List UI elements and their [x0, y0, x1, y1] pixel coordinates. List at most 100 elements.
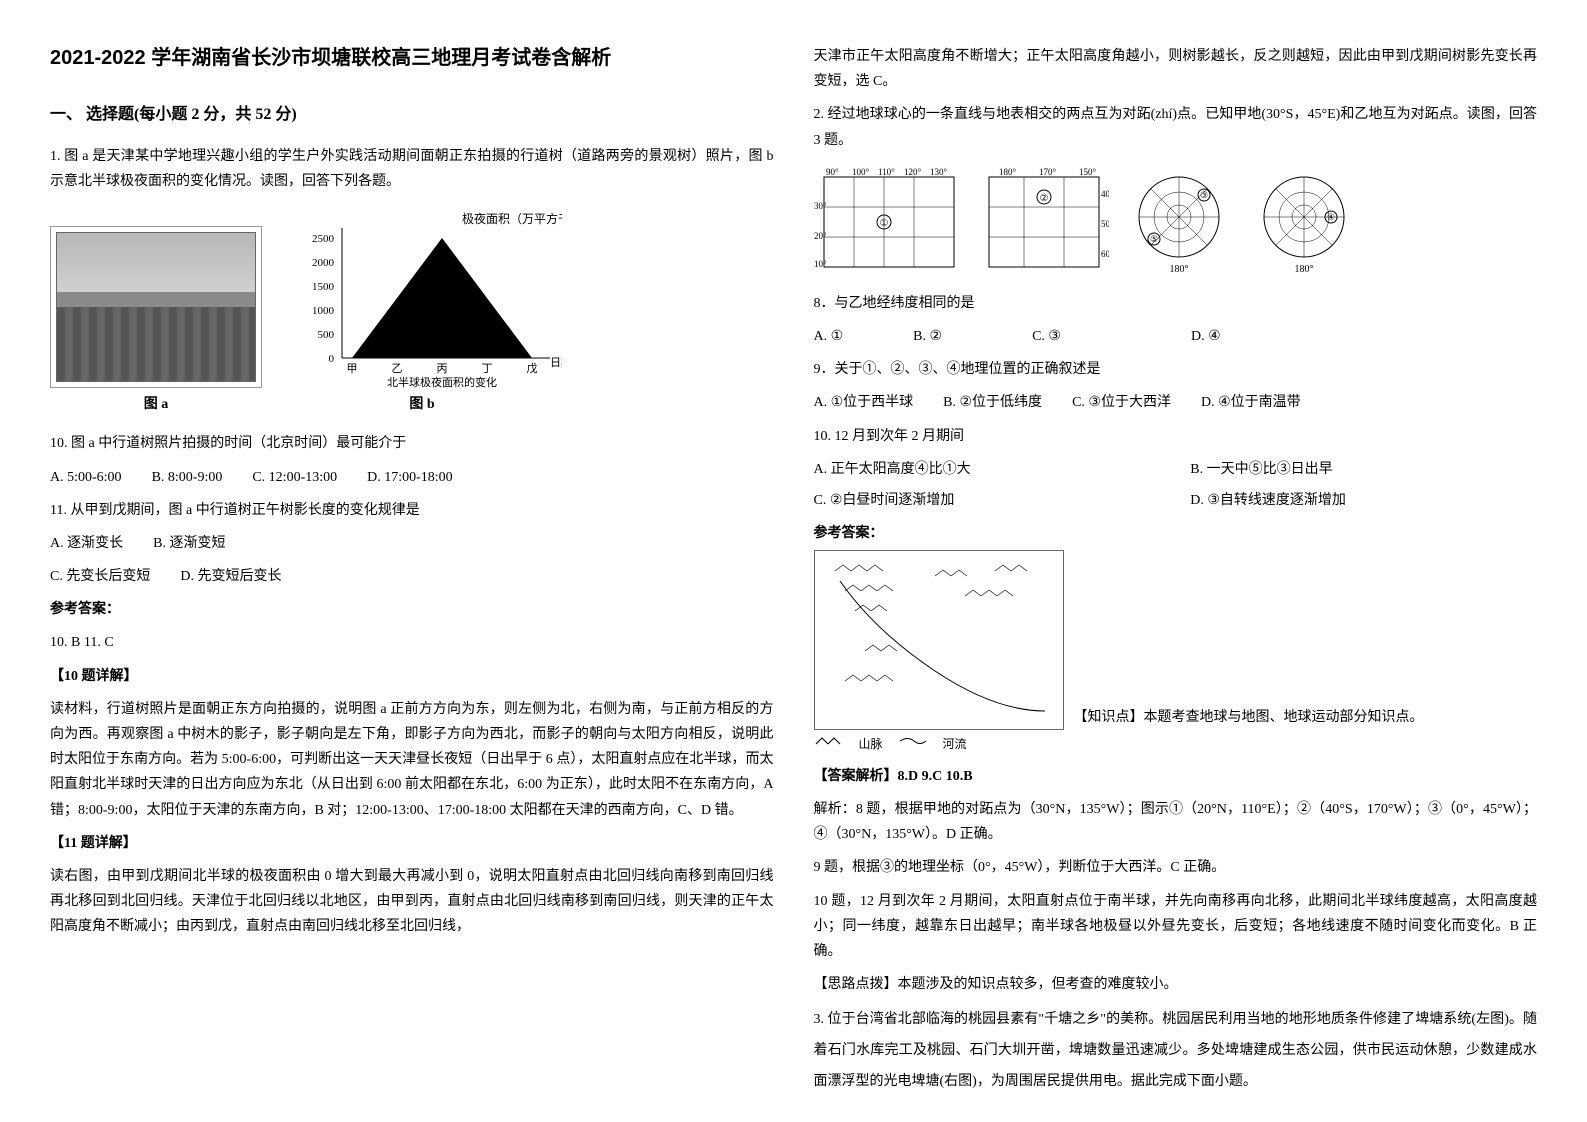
q3-intro: 3. 位于台湾省北部临海的桃园县素有"千塘之乡"的美称。桃园居民利用当地的地形地…	[814, 1005, 1538, 1097]
q2-intro: 2. 经过地球球心的一条直线与地表相交的两点互为对跖(zhí)点。已知甲地(30…	[814, 102, 1538, 152]
q11-options-2: C. 先变长后变短 D. 先变短后变长	[50, 564, 774, 589]
knowledge-note: 【知识点】本题考查地球与地图、地球运动部分知识点。	[1074, 705, 1538, 730]
q11-opt-c: C. 先变长后变短	[50, 564, 150, 589]
svg-text:甲: 甲	[347, 363, 358, 375]
svg-text:100°: 100°	[852, 167, 870, 177]
figure-b-caption: 图 b	[282, 392, 562, 417]
svg-text:④: ④	[1326, 212, 1334, 222]
svg-text:50°: 50°	[1101, 219, 1109, 229]
q10b-opt-b: B. 一天中⑤比③日出早	[1190, 457, 1537, 482]
figure-row: 图 a 极夜面积（万平方千米） 0 500 1000 1500 2000 250…	[50, 208, 774, 417]
q10-options: A. 5:00-6:00 B. 8:00-9:00 C. 12:00-13:00…	[50, 465, 774, 490]
q9-opt-d: D. ④位于南温带	[1201, 390, 1301, 415]
figure-b-wrap: 极夜面积（万平方千米） 0 500 1000 1500 2000 2500 甲 …	[282, 208, 562, 417]
svg-text:⑤: ⑤	[1149, 234, 1157, 244]
svg-text:2000: 2000	[312, 257, 335, 269]
q11-stem: 11. 从甲到戊期间，图 a 中行道树正午树影长度的变化规律是	[50, 498, 774, 523]
explain11: 读右图，由甲到戊期间北半球的极夜面积由 0 增大到最大再减小到 0，说明太阳直射…	[50, 864, 774, 940]
q11-opt-b: B. 逐渐变短	[153, 531, 225, 556]
svg-text:180°: 180°	[999, 167, 1017, 177]
svg-text:丙: 丙	[437, 363, 448, 375]
ans9: 9 题，根据③的地理坐标（0°，45°W），判断位于大西洋。C 正确。	[814, 855, 1538, 880]
svg-text:日期: 日期	[550, 356, 562, 369]
q8-opt-c: C. ③	[1032, 324, 1061, 349]
svg-text:2500: 2500	[312, 233, 335, 245]
q10b-opt-c: C. ②白昼时间逐渐增加	[814, 488, 1161, 513]
explain10-h: 【10 题详解】	[50, 664, 774, 689]
svg-text:1000: 1000	[312, 305, 335, 317]
svg-text:180°: 180°	[1169, 264, 1188, 275]
figure-a-caption: 图 a	[50, 392, 262, 417]
svg-text:戊: 戊	[527, 362, 538, 375]
q10-stem: 10. 图 a 中行道树照片拍摄的时间（北京时间）最可能介于	[50, 431, 774, 456]
chart-area	[352, 238, 532, 358]
svg-text:130°: 130°	[930, 167, 948, 177]
svg-text:②: ②	[1039, 193, 1048, 204]
page-title: 2021-2022 学年湖南省长沙市坝塘联校高三地理月考试卷含解析	[50, 40, 774, 76]
q9-stem: 9．关于①、②、③、④地理位置的正确叙述是	[814, 357, 1538, 382]
figure-a	[50, 226, 262, 388]
right-column: 天津市正午太阳高度角不断增大；正午太阳高度角越小，则树影越长，反之则越短，因此由…	[814, 40, 1538, 1082]
q10-opt-c: C. 12:00-13:00	[252, 465, 337, 490]
svg-text:①: ①	[879, 218, 888, 229]
chart-b: 极夜面积（万平方千米） 0 500 1000 1500 2000 2500 甲 …	[282, 208, 562, 388]
svg-text:40°: 40°	[1101, 189, 1109, 199]
answers-label: 参考答案：	[50, 597, 774, 622]
q10b-opt-d: D. ③自转线速度逐渐增加	[1190, 488, 1537, 513]
q11-opt-d: D. 先变短后变长	[180, 564, 281, 589]
svg-text:乙: 乙	[392, 362, 403, 375]
q8-opt-d: D. ④	[1191, 324, 1221, 349]
explain10: 读材料，行道树照片是面朝正东方向拍摄的，说明图 a 正前方方向为东，则左侧为北，…	[50, 697, 774, 823]
legend-river: 河流	[943, 734, 967, 756]
q10b-opt-a: A. 正午太阳高度④比①大	[814, 457, 1161, 482]
q8-opt-b: B. ②	[913, 324, 942, 349]
river-icon	[898, 734, 928, 756]
ans8: 解析：8 题，根据甲地的对跖点为（30°N，135°W）；图示①（20°N，11…	[814, 797, 1538, 847]
section-heading: 一、 选择题(每小题 2 分，共 52 分)	[50, 101, 774, 130]
answers: 10. B 11. C	[50, 630, 774, 655]
tip: 【思路点拨】本题涉及的知识点较多，但考查的难度较小。	[814, 972, 1538, 997]
continuation: 天津市正午太阳高度角不断增大；正午太阳高度角越小，则树影越长，反之则越短，因此由…	[814, 44, 1538, 94]
q1-intro: 1. 图 a 是天津某中学地理兴趣小组的学生户外实践活动期间面朝正东拍摄的行道树…	[50, 144, 774, 194]
answer-analysis-h: 【答案解析】8.D 9.C 10.B	[814, 764, 1538, 789]
q10-opt-a: A. 5:00-6:00	[50, 465, 122, 490]
q10-opt-b: B. 8:00-9:00	[152, 465, 223, 490]
map-circle-2: ④ 180°	[1249, 167, 1359, 277]
q10b-stem: 10. 12 月到次年 2 月期间	[814, 424, 1538, 449]
q9-opt-a: A. ①位于西半球	[814, 390, 914, 415]
q8-opt-a: A. ①	[814, 324, 844, 349]
explain11-h: 【11 题详解】	[50, 831, 774, 856]
svg-text:90°: 90°	[826, 167, 839, 177]
q9-options: A. ①位于西半球 B. ②位于低纬度 C. ③位于大西洋 D. ④位于南温带	[814, 390, 1538, 415]
svg-text:③: ③	[1199, 190, 1207, 200]
q11-options-1: A. 逐渐变长 B. 逐渐变短	[50, 531, 774, 556]
mountain-icon	[814, 734, 844, 756]
q10-opt-d: D. 17:00-18:00	[367, 465, 453, 490]
left-column: 2021-2022 学年湖南省长沙市坝塘联校高三地理月考试卷含解析 一、 选择题…	[50, 40, 774, 1082]
map-circle-1: ③ ⑤ 180°	[1124, 167, 1234, 277]
q8-options: A. ① B. ② C. ③ D. ④	[814, 324, 1538, 349]
legend: 山脉 河流	[814, 734, 1538, 756]
map-diagram: ① 90° 100° 110° 120° 130° 30° 20° 10° ② …	[814, 167, 1538, 277]
svg-text:60°: 60°	[1101, 249, 1109, 259]
terrain-row: 【知识点】本题考查地球与地图、地球运动部分知识点。	[814, 550, 1538, 730]
ans10: 10 题，12 月到次年 2 月期间，太阳直射点位于南半球，并先向南移再向北移，…	[814, 889, 1538, 965]
svg-text:150°: 150°	[1079, 167, 1097, 177]
map-mid: ② 180° 170° 150° 40° 50° 60°	[979, 167, 1109, 277]
svg-text:110°: 110°	[878, 167, 895, 177]
svg-text:1500: 1500	[312, 281, 335, 293]
svg-text:0: 0	[329, 353, 335, 365]
svg-text:180°: 180°	[1294, 264, 1313, 275]
svg-text:500: 500	[318, 329, 335, 341]
terrain-diagram	[814, 550, 1064, 730]
svg-text:120°: 120°	[904, 167, 922, 177]
svg-text:丁: 丁	[482, 363, 493, 375]
svg-text:20°: 20°	[814, 231, 827, 241]
svg-text:30°: 30°	[814, 201, 827, 211]
answers-label-r: 参考答案：	[814, 521, 1538, 546]
q9-opt-c: C. ③位于大西洋	[1072, 390, 1171, 415]
tree-photo	[56, 232, 256, 382]
chart-title: 极夜面积（万平方千米）	[462, 211, 562, 226]
map-left: ① 90° 100° 110° 120° 130° 30° 20° 10°	[814, 167, 964, 277]
q11-opt-a: A. 逐渐变长	[50, 531, 123, 556]
